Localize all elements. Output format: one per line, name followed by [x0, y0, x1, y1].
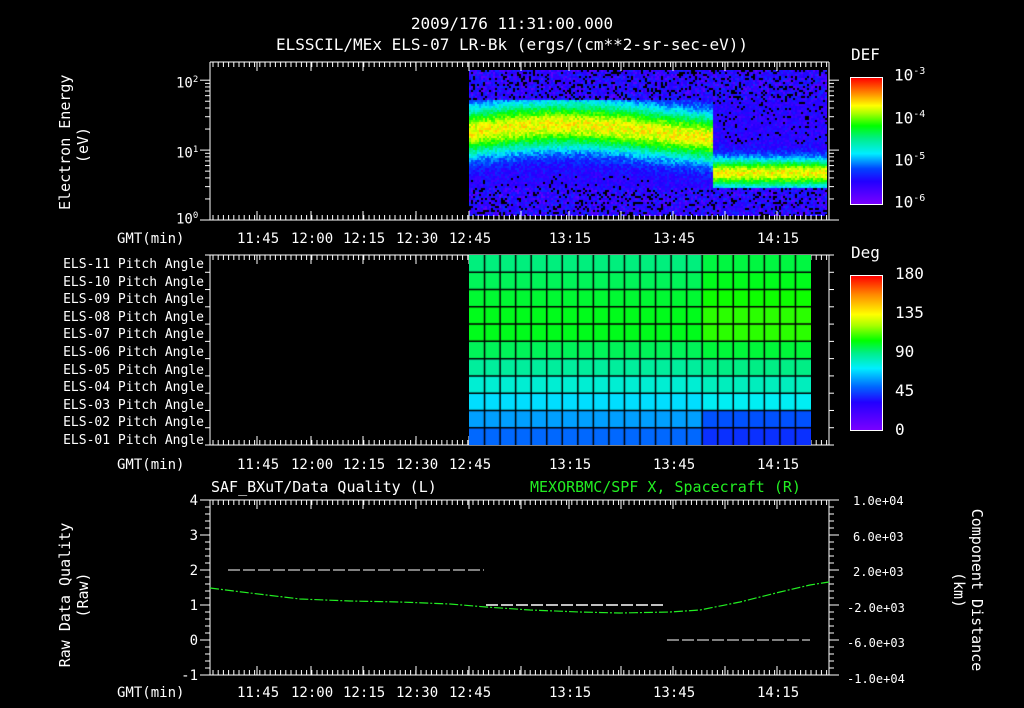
time-tick-label: 12:15: [343, 457, 386, 473]
right-ytick: -2.0e+03: [847, 600, 905, 615]
right-ytick: -1.0e+04: [847, 671, 905, 686]
deg-colorbar: [850, 275, 883, 431]
left-ytick: 1: [189, 598, 198, 614]
deg-colorbar-title: Deg: [851, 243, 880, 262]
deg-tick: 135: [895, 303, 924, 322]
pitch-row-label: ELS-09 Pitch Angle: [63, 292, 204, 308]
left-ytick: 3: [189, 528, 198, 544]
pitch-row-label: ELS-08 Pitch Angle: [63, 309, 204, 325]
time-tick-label: 12:15: [343, 685, 386, 701]
spacecraft-title: MEXORBMC/SPF X, Spacecraft (R): [530, 478, 801, 496]
component-distance-axis-label: Component Distance (km): [950, 508, 986, 672]
pitch-angle-image: [469, 255, 811, 445]
time-tick-label: 12:15: [343, 231, 386, 247]
ytick-1e2: 102: [176, 75, 199, 92]
pitch-row-label: ELS-10 Pitch Angle: [63, 274, 204, 290]
ytick-1e1: 101: [176, 145, 199, 162]
time-tick-label: 12:00: [291, 231, 334, 247]
time-tick-label: 12:45: [449, 685, 492, 701]
deg-tick: 180: [895, 264, 924, 283]
spacecraft-x-line: [209, 581, 830, 614]
time-tick-label: 12:00: [291, 457, 334, 473]
time-tick-label: 13:15: [549, 457, 592, 473]
instrument-title: ELSSCIL/MEx ELS-07 LR-Bk (ergs/(cm**2-sr…: [275, 35, 748, 54]
time-tick-label: 13:15: [549, 231, 592, 247]
time-tick-label: 12:45: [449, 231, 492, 247]
pitch-row-label: ELS-01 Pitch Angle: [63, 433, 204, 448]
def-colorbar: [850, 77, 883, 205]
pitch-row-label: ELS-04 Pitch Angle: [63, 380, 204, 396]
pitch-row-label: ELS-03 Pitch Angle: [63, 397, 204, 413]
timestamp-title: 2009/176 11:31:00.000: [410, 14, 614, 33]
time-tick-label: 11:45: [237, 231, 280, 247]
time-tick-label: 11:45: [237, 685, 280, 701]
def-tick-1e-4: 10-4: [894, 108, 926, 128]
left-ytick: 0: [189, 633, 198, 649]
time-tick-label: 13:45: [653, 231, 696, 247]
left-ytick: 2: [189, 563, 198, 579]
right-ytick: 2.0e+03: [853, 565, 904, 579]
time-tick-label: 11:45: [237, 457, 280, 473]
pitch-row-label: ELS-02 Pitch Angle: [63, 415, 204, 431]
right-ytick: 6.0e+03: [853, 529, 904, 544]
time-tick-label: 12:00: [291, 685, 334, 701]
energy-axis-label: Electron Energy (eV): [56, 74, 92, 210]
def-tick-1e-5: 10-5: [894, 150, 926, 170]
gmt-label-2: GMT(min): [117, 457, 185, 473]
time-tick-label: 12:45: [449, 457, 492, 473]
pitch-row-label: ELS-11 Pitch Angle: [63, 257, 204, 272]
time-tick-label: 12:30: [396, 231, 439, 247]
left-ytick: 4: [189, 493, 198, 509]
ytick-1e0: 100: [176, 211, 199, 228]
pitch-angle-panel: [210, 255, 830, 445]
def-tick-1e-6: 10-6: [894, 192, 926, 212]
time-tick-label: 14:15: [757, 685, 800, 701]
pitch-row-label: ELS-06 Pitch Angle: [63, 345, 204, 360]
time-tick-label: 13:45: [653, 457, 696, 473]
right-ytick: -6.0e+03: [847, 636, 905, 650]
data-quality-title: SAF_BXuT/Data Quality (L): [211, 478, 437, 496]
pitch-row-label: ELS-05 Pitch Angle: [63, 362, 204, 378]
left-ytick: -1: [181, 668, 198, 684]
def-colorbar-title: DEF: [851, 45, 880, 64]
time-tick-label: 12:30: [396, 457, 439, 473]
gmt-label-1: GMT(min): [117, 231, 185, 247]
time-tick-label: 14:15: [757, 231, 800, 247]
deg-tick: 45: [895, 381, 915, 400]
time-tick-label: 14:15: [757, 457, 800, 473]
def-tick-1e-3: 10-3: [894, 65, 926, 85]
deg-tick: 0: [895, 420, 905, 439]
energy-spectrogram-image: [469, 70, 827, 216]
right-ytick: 1.0e+04: [853, 494, 904, 508]
time-tick-label: 12:30: [396, 685, 439, 701]
time-tick-label: 13:45: [653, 685, 696, 701]
gmt-label-3: GMT(min): [117, 685, 185, 701]
deg-tick: 90: [895, 342, 915, 361]
time-tick-label: 13:15: [549, 685, 592, 701]
pitch-row-label: ELS-07 Pitch Angle: [63, 327, 204, 343]
energy-spectrogram-panel: [210, 62, 830, 220]
data-quality-axis-label: Raw Data Quality (Raw): [56, 522, 92, 668]
